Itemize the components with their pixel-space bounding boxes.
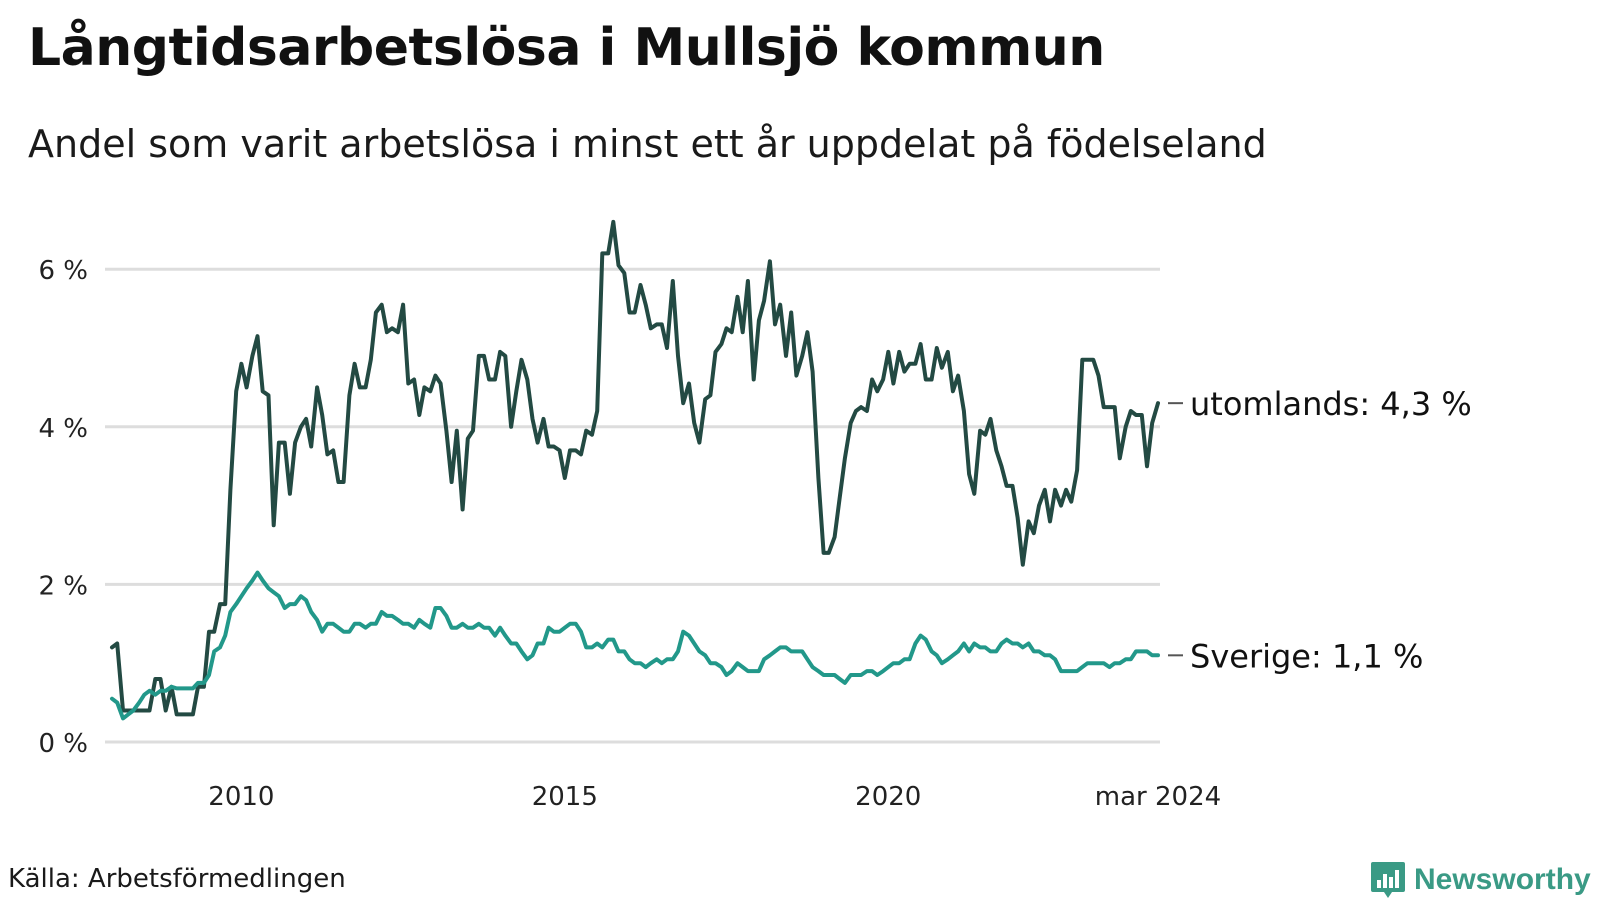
series-line-utomlands <box>110 219 1160 717</box>
y-tick-label: 0 % <box>38 729 88 759</box>
y-tick-label: 4 % <box>38 414 88 444</box>
x-tick-label: 2020 <box>855 782 921 812</box>
x-tick-label: 2015 <box>532 782 598 812</box>
chart-title: Långtidsarbetslösa i Mullsjö kommun <box>28 18 1105 78</box>
series-end-label: Sverige: 1,1 % <box>1190 637 1423 675</box>
brand-logo[interactable]: Newsworthy <box>1370 860 1591 900</box>
series-line-sverige <box>110 570 1160 721</box>
series-end-label: utomlands: 4,3 % <box>1190 385 1472 423</box>
y-tick-label: 2 % <box>38 571 88 601</box>
source-note: Källa: Arbetsförmedlingen <box>8 864 346 894</box>
x-tick-label: 2010 <box>208 782 274 812</box>
brand-name: Newsworthy <box>1414 863 1591 896</box>
chart-subtitle: Andel som varit arbetslösa i minst ett å… <box>28 122 1267 166</box>
y-tick-label: 6 % <box>38 256 88 286</box>
x-tick-label: mar 2024 <box>1095 782 1221 812</box>
newsworthy-logo-icon <box>1371 862 1405 898</box>
